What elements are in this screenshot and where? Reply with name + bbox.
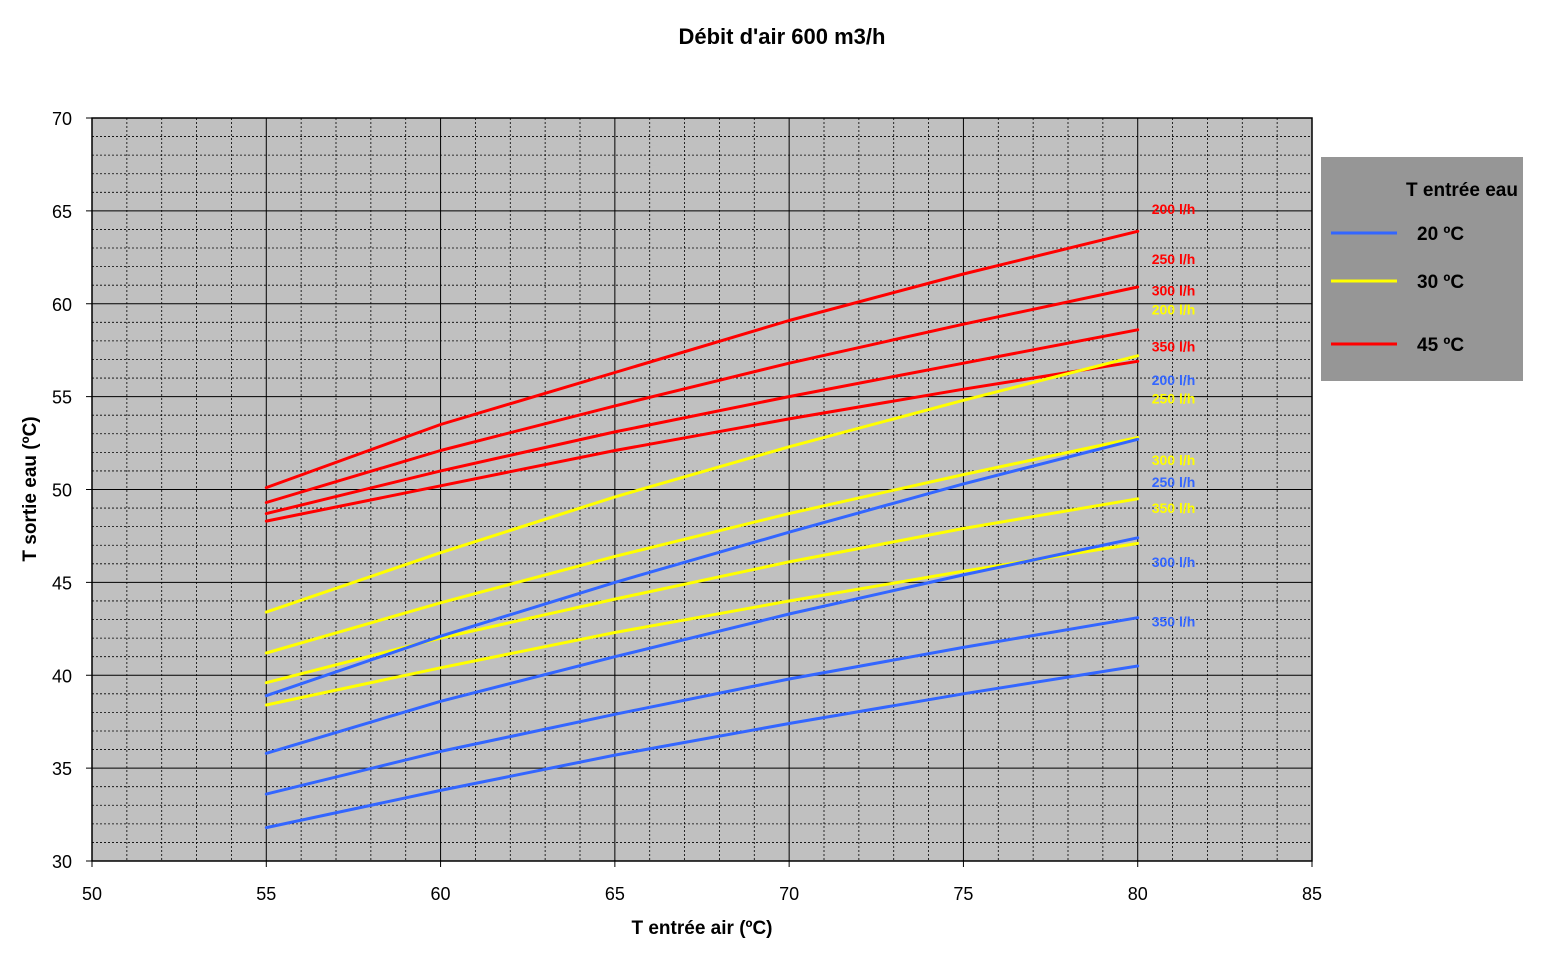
legend-entry-label: 20 ºC <box>1417 224 1464 245</box>
series-line <box>264 328 1140 516</box>
x-tick-label: 55 <box>256 884 276 904</box>
x-tick-label: 65 <box>605 884 625 904</box>
series-line <box>264 437 1140 698</box>
y-tick-label: 40 <box>52 666 72 686</box>
series-line <box>264 354 1140 614</box>
legend: T entrée eau 20 ºC 30 ºC 45 ºC <box>1321 157 1523 381</box>
x-tick-label: 85 <box>1302 884 1322 904</box>
plot-border <box>91 117 1313 862</box>
series-label: 350 l/h <box>1152 500 1196 516</box>
x-axis-title: T entrée air (ºC) <box>631 918 772 939</box>
chart-title: Débit d'air 600 m3/h <box>679 24 886 49</box>
x-tick-label: 80 <box>1128 884 1148 904</box>
y-tick-label: 30 <box>52 852 72 872</box>
series-label: 250 l/h <box>1152 474 1196 490</box>
y-tick-label: 45 <box>52 573 72 593</box>
series-label: 200 l/h <box>1152 372 1196 388</box>
legend-entry-label: 30 ºC <box>1417 272 1464 293</box>
x-tick-label: 70 <box>779 884 799 904</box>
x-tick-label: 60 <box>431 884 451 904</box>
series-label: 350 l/h <box>1152 338 1196 354</box>
series-label: 300 l/h <box>1152 452 1196 468</box>
series-line <box>264 359 1140 523</box>
series-line <box>264 664 1140 830</box>
grid-lines <box>92 118 1312 861</box>
series-label: 350 l/h <box>1152 613 1196 629</box>
series-label: 300 l/h <box>1152 554 1196 570</box>
y-tick-label: 55 <box>52 388 72 408</box>
series-line <box>264 285 1140 504</box>
y-tick-label: 60 <box>52 295 72 315</box>
y-tick-label: 70 <box>52 109 72 129</box>
series-label: 200 l/h <box>1152 301 1196 317</box>
y-tick-label: 50 <box>52 481 72 501</box>
series-labels: 200 l/h 250 l/h 300 l/h 200 l/h 350 l/h 200 l… <box>1152 201 1196 629</box>
series-line <box>264 436 1140 655</box>
series-label: 300 l/h <box>1152 283 1196 299</box>
series-label: 200 l/h <box>1152 201 1196 217</box>
x-tick-label: 75 <box>953 884 973 904</box>
legend-title: T entrée eau <box>1406 180 1518 201</box>
axis-ticks: 50 55 60 65 70 75 80 85 30 35 40 45 50 55 60 65 70 <box>52 109 1322 904</box>
y-tick-label: 65 <box>52 202 72 222</box>
legend-entries: 20 ºC 30 ºC 45 ºC <box>1331 224 1464 356</box>
y-axis-title: T sortie eau (ºC) <box>20 416 41 561</box>
legend-entry-label: 45 ºC <box>1417 335 1464 356</box>
series-line <box>264 536 1140 755</box>
x-tick-label: 50 <box>82 884 102 904</box>
series-lines <box>264 229 1140 830</box>
y-tick-label: 35 <box>52 759 72 779</box>
series-line <box>264 616 1140 796</box>
series-label: 250 l/h <box>1152 251 1196 267</box>
series-line <box>264 229 1140 490</box>
series-line <box>264 541 1140 707</box>
series-label: 250 l/h <box>1152 390 1196 406</box>
